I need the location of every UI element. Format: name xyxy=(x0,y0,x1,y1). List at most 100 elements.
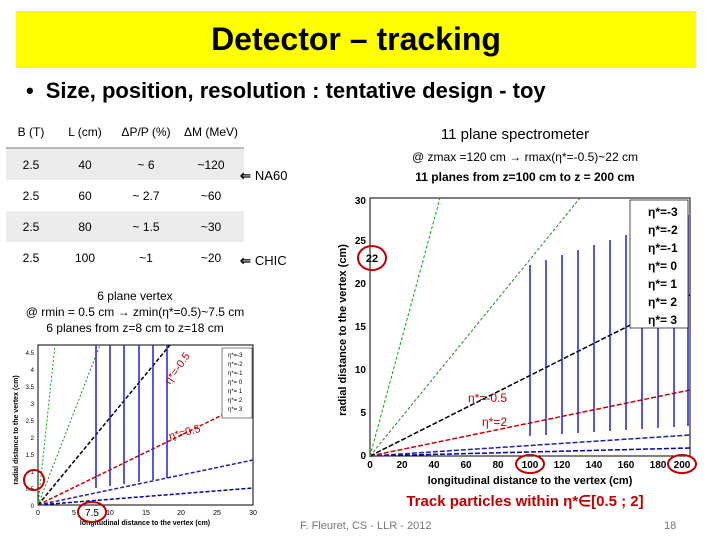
y-tick: 1.5 xyxy=(26,453,35,459)
legend-item: η*= 0 xyxy=(228,380,243,386)
vertex-xlabel: longitudinal distance to the vertex (cm) xyxy=(80,520,210,527)
table-cell: 60 xyxy=(78,188,92,203)
eta-line xyxy=(37,344,171,506)
z100-highlight xyxy=(515,454,545,474)
y-tick: 5 xyxy=(360,408,366,419)
x-tick: 100 xyxy=(522,460,539,471)
y-tick: 4.5 xyxy=(26,351,35,357)
table-header: ΔP/P (%) xyxy=(114,116,178,149)
eta-line xyxy=(37,459,254,506)
vertex-planes xyxy=(95,345,168,488)
legend-item: η*=-3 xyxy=(228,353,243,359)
vertex-xticks: 0 5 10 15 20 25 30 xyxy=(36,510,257,517)
x-tick: 20 xyxy=(177,510,185,517)
spectrometer-plot: radial distance to the vertex (cm) longi… xyxy=(330,190,705,490)
y-tick: 4 xyxy=(31,368,35,374)
x-tick: 20 xyxy=(396,460,408,471)
left-arrow-icon: ⇐ xyxy=(240,168,251,183)
y-tick: 3.5 xyxy=(26,385,35,391)
legend-item: η*=-3 xyxy=(648,205,678,219)
table-row: 2.5 40 ~ 6 ~120 xyxy=(6,148,244,180)
chic-label: CHIC xyxy=(254,253,287,268)
rmin-highlight xyxy=(23,469,45,491)
x-tick: 0 xyxy=(36,510,40,517)
y-tick: 2 xyxy=(31,436,35,442)
vertex-plot-frame xyxy=(37,344,254,506)
y-tick: 0 xyxy=(31,504,35,510)
legend-item: η*= 2 xyxy=(228,398,243,404)
x-tick: 180 xyxy=(650,460,667,471)
table-cell: ~ 6 xyxy=(114,148,178,180)
zmax-highlight xyxy=(667,454,697,474)
vertex-line1: @ rmin = 0.5 cm → zmin(η*=0.5)~7.5 cm xyxy=(25,305,245,319)
table-cell: ~120 xyxy=(178,148,244,180)
legend-item: η*= 1 xyxy=(648,277,677,291)
rmax-highlight xyxy=(357,245,387,271)
chic-annotation: ⇐ CHIC xyxy=(240,253,287,269)
eta-minus-label: η*=-0.5 xyxy=(468,391,507,405)
table-cell: 2.5 xyxy=(6,211,56,242)
table-header: B (T) xyxy=(6,116,56,149)
table-cell: 100 xyxy=(74,250,96,265)
y-tick: 0 xyxy=(360,451,366,462)
eta-line xyxy=(369,434,691,457)
y-tick: 10 xyxy=(355,365,367,376)
spectrometer-line2: 11 planes from z=100 cm to z = 200 cm xyxy=(415,170,635,184)
legend-item: η*=-1 xyxy=(648,241,678,255)
x-tick: 0 xyxy=(367,460,373,471)
table-row: 2.5 80 ~ 1.5 ~30 xyxy=(6,211,244,242)
legend-item: η*= 1 xyxy=(228,389,243,395)
zmin-highlight xyxy=(77,501,107,523)
eta-line xyxy=(37,399,254,506)
vertex-title: 6 plane vertex xyxy=(97,289,173,303)
bullet-text: Size, position, resolution : tentative d… xyxy=(45,78,546,103)
table-row: 2.5 60 ~ 2.7 ~60 xyxy=(6,180,244,211)
spectrometer-legend-box xyxy=(629,199,689,329)
vertex-ylabel: radial distance to the vertex (cm) xyxy=(13,375,20,484)
vertex-plot: radial distance to the vertex (cm) longi… xyxy=(10,340,260,530)
page-number: 18 xyxy=(664,520,677,532)
vertex-line2: 6 planes from z=8 cm to z=18 cm xyxy=(46,321,224,335)
table-cell: ~1 xyxy=(139,250,153,265)
spectrometer-xlabel: longitudinal distance to the vertex (cm) xyxy=(428,475,633,487)
table-header: L (cm) xyxy=(56,116,114,149)
spectrometer-ylabel: radial distance to the vertex (cm) xyxy=(337,244,349,416)
page-title: Detector – tracking xyxy=(211,21,501,57)
x-tick: 200 xyxy=(674,460,691,471)
x-tick: 140 xyxy=(586,460,603,471)
spectrometer-title: 11 plane spectrometer xyxy=(440,126,590,143)
eta-line xyxy=(369,197,441,457)
spectrometer-legend: η*=-3 η*=-2 η*=-1 η*= 0 η*= 1 η*= 2 η*= … xyxy=(648,205,678,327)
footer-credit: F. Fleuret, CS - LLR - 2012 xyxy=(300,520,432,532)
legend-item: η*= 2 xyxy=(648,295,677,309)
legend-item: η*= 3 xyxy=(228,407,243,413)
vertex-legend: η*=-3 η*=-2 η*=-1 η*= 0 η*= 1 η*= 2 η*= … xyxy=(228,353,243,413)
y-tick: 25 xyxy=(355,236,367,247)
eta-2-label: η*=2 xyxy=(482,415,507,429)
table-cell: ~30 xyxy=(178,211,244,242)
spectrometer-yticks: 0 5 10 15 20 25 30 xyxy=(355,196,367,462)
table-cell: ~ 2.7 xyxy=(132,188,160,203)
x-tick: 40 xyxy=(428,460,440,471)
bullet-line: • Size, position, resolution : tentative … xyxy=(26,78,546,104)
spectrometer-xticks: 0 20 40 60 80 100 120 140 160 180 200 xyxy=(367,460,691,471)
table-cell: ~20 xyxy=(200,250,222,265)
eta-line xyxy=(369,197,581,457)
table-row: 2.5 100 ~1 ~20 xyxy=(6,242,244,273)
table-cell: 2.5 xyxy=(22,188,40,203)
eta-line xyxy=(37,344,101,506)
table-cell: 80 xyxy=(56,211,114,242)
x-tick: 15 xyxy=(142,510,150,517)
y-tick: 3 xyxy=(31,402,35,408)
legend-item: η*=-1 xyxy=(228,371,243,377)
legend-item: η*= 0 xyxy=(648,259,677,273)
y-tick: 20 xyxy=(355,279,367,290)
rmax-value: 22 xyxy=(366,253,378,265)
y-tick: 2.5 xyxy=(26,419,35,425)
table-header-row: B (T) L (cm) ΔP/P (%) ΔM (MeV) xyxy=(6,116,244,149)
table-header: ΔM (MeV) xyxy=(178,116,244,149)
x-tick: 60 xyxy=(460,460,472,471)
x-tick: 120 xyxy=(554,460,571,471)
bullet-dot: • xyxy=(26,78,34,103)
x-tick: 160 xyxy=(618,460,635,471)
